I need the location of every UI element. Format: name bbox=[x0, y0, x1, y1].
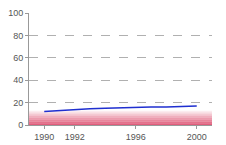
svg-text:20: 20 bbox=[13, 98, 23, 108]
svg-text:1996: 1996 bbox=[126, 132, 146, 142]
svg-text:2000: 2000 bbox=[187, 132, 207, 142]
svg-text:40: 40 bbox=[13, 75, 23, 85]
svg-text:100: 100 bbox=[8, 8, 23, 18]
svg-text:60: 60 bbox=[13, 53, 23, 63]
svg-text:1992: 1992 bbox=[65, 132, 85, 142]
svg-text:80: 80 bbox=[13, 31, 23, 41]
svg-text:0: 0 bbox=[18, 120, 23, 130]
svg-text:1990: 1990 bbox=[34, 132, 54, 142]
